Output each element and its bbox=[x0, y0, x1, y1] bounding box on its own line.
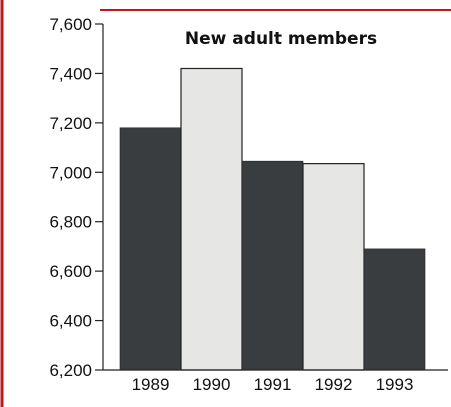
bar-1992 bbox=[302, 163, 365, 371]
chart-title: New adult members bbox=[185, 29, 377, 49]
bar-group bbox=[119, 67, 426, 371]
bar-1990 bbox=[180, 67, 243, 371]
y-tick-label: 7,600 bbox=[49, 15, 92, 34]
x-tick-label: 1993 bbox=[376, 375, 414, 394]
y-axis: 6,200 6,400 6,600 6,800 7,000 7,200 7,400 7,600 bbox=[49, 15, 104, 380]
x-tick-label: 1991 bbox=[254, 375, 292, 394]
y-tick-label: 6,200 bbox=[49, 361, 92, 380]
y-tick-label: 7,400 bbox=[49, 64, 92, 83]
y-tick-label: 7,000 bbox=[49, 163, 92, 182]
y-tick-label: 6,800 bbox=[49, 213, 92, 232]
bar-1993 bbox=[363, 248, 426, 371]
x-tick-label: 1989 bbox=[132, 375, 170, 394]
x-tick-label: 1992 bbox=[315, 375, 353, 394]
y-tick-label: 6,400 bbox=[49, 312, 92, 331]
y-tick-label: 7,200 bbox=[49, 114, 92, 133]
bar-1989 bbox=[119, 127, 182, 371]
bar-1991 bbox=[241, 160, 304, 371]
x-axis: 1989 1990 1991 1992 1993 bbox=[103, 369, 448, 394]
y-tick-label: 6,600 bbox=[49, 262, 92, 281]
x-tick-label: 1990 bbox=[193, 375, 231, 394]
